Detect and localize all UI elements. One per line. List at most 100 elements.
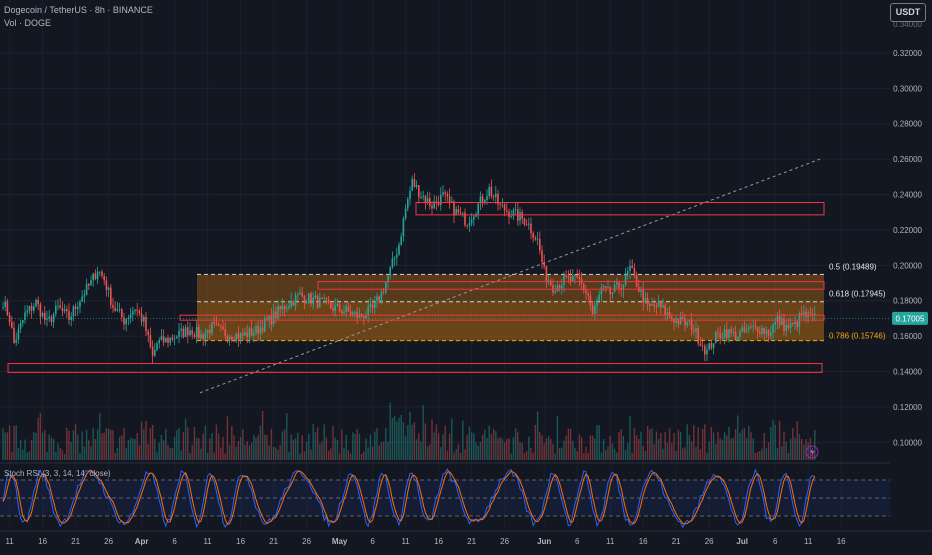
candle-body	[19, 323, 22, 329]
candle-body	[543, 262, 545, 267]
candle-body	[633, 268, 636, 276]
candle-body	[468, 223, 471, 226]
symbol-title[interactable]: Dogecoin / TetherUS · 8h · BINANCE	[4, 5, 153, 15]
candle-body	[785, 324, 787, 332]
volume-bar	[776, 448, 779, 460]
volume-bar	[453, 452, 455, 460]
price-tick-label: 0.24000	[893, 191, 922, 200]
candle-body	[457, 208, 460, 213]
candle-body	[574, 274, 576, 276]
volume-bar	[402, 422, 405, 460]
fib-level-label: 0.786 (0.15746)	[829, 332, 886, 341]
trend-line	[199, 158, 821, 394]
price-tick-label: 0.12000	[893, 403, 922, 412]
volume-bar	[451, 418, 453, 460]
candle-body	[11, 321, 13, 328]
volume-bar	[624, 450, 627, 460]
last-price-label: 0.17005	[896, 314, 925, 323]
volume-bar	[814, 429, 816, 460]
candle-body	[268, 314, 270, 321]
volume-bar	[435, 424, 438, 460]
candle-body	[739, 331, 741, 338]
volume-bar	[486, 437, 488, 460]
candle-body	[231, 337, 233, 340]
candle-body	[398, 244, 400, 255]
candle-body	[585, 290, 587, 294]
candle-body	[745, 329, 748, 332]
candle-body	[352, 312, 354, 315]
candle-body	[677, 318, 680, 325]
candle-body	[259, 327, 262, 334]
candle-body	[147, 331, 149, 336]
candle-body	[195, 327, 198, 338]
volume-bar	[473, 433, 475, 460]
volume-legend[interactable]: Vol · DOGE	[4, 18, 52, 28]
volume-bar	[409, 411, 411, 460]
candle-body	[437, 202, 440, 206]
lightning-icon	[805, 445, 819, 459]
candle-body	[270, 314, 273, 325]
time-tick-label: 11	[606, 537, 615, 546]
volume-bar	[233, 435, 235, 460]
volume-bar	[415, 439, 418, 460]
candle-body	[110, 287, 112, 305]
volume-bar	[739, 432, 741, 460]
candle-body	[4, 301, 6, 307]
candle-body	[554, 291, 556, 293]
price-tick-label: 0.18000	[893, 297, 922, 306]
candle-body	[2, 306, 4, 308]
volume-bar	[726, 435, 728, 460]
candle-body	[83, 295, 86, 297]
volume-bar	[519, 442, 521, 460]
volume-bar	[79, 453, 81, 460]
volume-bar	[151, 424, 154, 460]
candle-body	[783, 318, 785, 332]
candle-body	[129, 314, 132, 318]
volume-bar	[567, 428, 570, 460]
candle-body	[279, 306, 281, 310]
volume-bar	[424, 423, 427, 460]
candle-body	[140, 313, 143, 322]
volume-bar	[19, 439, 22, 460]
time-tick-label: Jun	[537, 537, 551, 546]
volume-bar	[649, 429, 651, 460]
candle-body	[59, 305, 61, 309]
candle-body	[228, 337, 231, 340]
candle-body	[308, 293, 310, 303]
volume-bar	[765, 447, 768, 460]
volume-bar	[288, 451, 290, 460]
candle-body	[743, 327, 746, 332]
lightning-icon-glyph	[810, 447, 815, 457]
candle-body	[358, 313, 361, 318]
candle-body	[646, 297, 649, 305]
candle-body	[578, 277, 581, 280]
candle-body	[336, 304, 339, 306]
candle-body	[473, 216, 475, 220]
candle-body	[726, 329, 728, 338]
volume-bar	[107, 428, 110, 460]
volume-bar	[242, 428, 244, 460]
candle-body	[455, 208, 457, 216]
fib-retracement-zone	[197, 274, 824, 341]
volume-bar	[708, 441, 710, 460]
candle-body	[193, 334, 196, 338]
volume-bar	[303, 451, 306, 460]
candle-body	[325, 298, 328, 300]
candle-body	[132, 311, 134, 315]
currency-selector[interactable]: USDT	[890, 3, 926, 22]
candle-body	[6, 301, 9, 316]
candle-body	[422, 196, 424, 198]
volume-bar	[437, 433, 440, 460]
candle-body	[46, 318, 48, 320]
candle-body	[165, 337, 167, 343]
volume-bar	[492, 429, 495, 460]
volume-bar	[132, 438, 134, 460]
volume-bar	[411, 424, 413, 460]
candle-body	[426, 198, 429, 203]
candle-body	[787, 324, 790, 328]
volume-bar	[61, 450, 64, 460]
volume-bar	[44, 429, 46, 460]
candle-body	[138, 310, 141, 314]
volume-bar	[55, 452, 57, 460]
